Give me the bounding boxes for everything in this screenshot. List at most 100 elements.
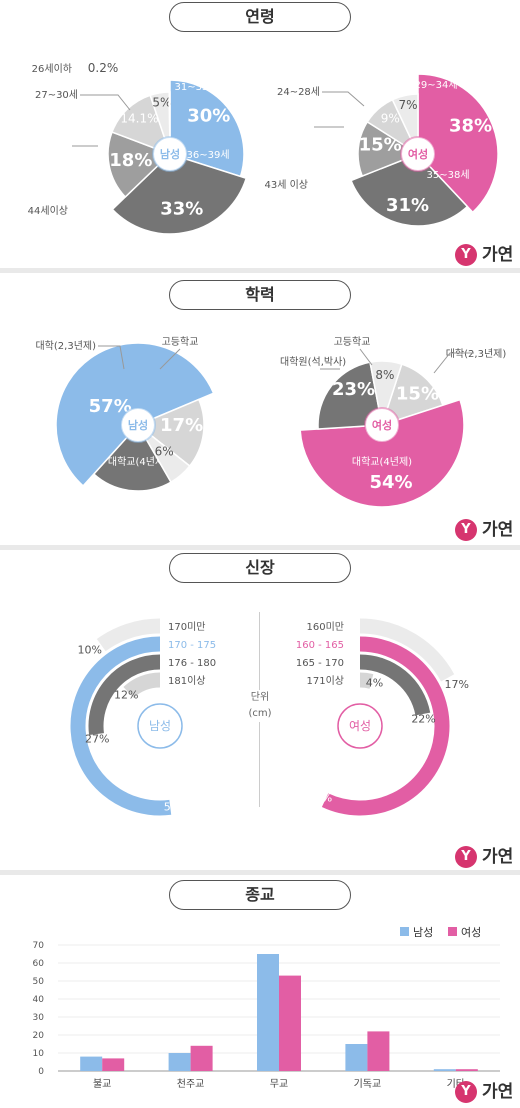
pie-slice <box>417 73 499 214</box>
y-tick-label: 30 <box>33 1013 45 1023</box>
radial-bar <box>359 672 374 689</box>
unit-label: 단위 (cm) <box>244 690 276 722</box>
center-circle <box>364 407 400 443</box>
bar <box>367 1031 390 1071</box>
pie-category-label: 27~30세 <box>35 89 78 101</box>
legend-swatch <box>400 927 409 936</box>
radial-bar <box>88 654 161 735</box>
center-gender-label: 남성 <box>160 147 180 161</box>
pie-category-label: 36~39세 <box>186 149 229 161</box>
gayeon-logo: Y 가연 <box>455 1080 520 1106</box>
pie-category-label: 대학원(석,박사) <box>280 356 346 368</box>
y-tick-label: 10 <box>33 1049 45 1059</box>
radial-bar <box>123 672 161 699</box>
pie-value-label: 15% <box>396 384 439 405</box>
y-tick-label: 0 <box>38 1067 44 1077</box>
center-circle <box>137 703 183 749</box>
pie-value-label: 18% <box>109 150 152 171</box>
center-circle <box>337 703 383 749</box>
pie-category-label: 31~35세 <box>174 81 217 93</box>
radial-value-label: 22% <box>411 712 435 725</box>
radial-category-label: 181이상 <box>168 675 206 687</box>
radial-category-label: 176 - 180 <box>168 658 216 669</box>
radial-category-label: 165 - 170 <box>296 658 344 669</box>
pie-category-label: 43세 이상 <box>264 179 308 191</box>
bar <box>257 954 279 1071</box>
pie-value-label: 14.1% <box>120 111 158 125</box>
radial-value-label: 10% <box>77 643 101 656</box>
pie-value-label: 23% <box>332 379 375 400</box>
radial-category-label: 170미만 <box>168 621 206 633</box>
radial-value-label: 17% <box>445 678 469 691</box>
pie-slice <box>350 153 469 227</box>
pie-category-label: 24~28세 <box>277 86 320 98</box>
bar <box>279 975 301 1071</box>
pie-value-label: 57% <box>89 396 132 417</box>
section-title-education: 학력 <box>169 280 351 310</box>
leader-line <box>98 345 125 370</box>
pie-value-label: 30% <box>187 106 230 127</box>
center-gender-label: 남성 <box>128 418 148 432</box>
center-circle <box>120 407 156 443</box>
radial-bar <box>96 618 161 652</box>
legend-swatch <box>448 927 457 936</box>
height-male-radial-chart: 10% 170미만 52% 170 - 175 27% 176 - 180 12% 181이상… <box>70 618 216 816</box>
section-divider <box>0 268 520 273</box>
radial-value-label: 27% <box>85 732 109 745</box>
gayeon-logo: Y 가연 <box>455 845 520 871</box>
pie-slice <box>299 398 465 508</box>
height-female-radial-chart: 17% 160미만 57% 160 - 165 22% 165 - 170 4% 171이상여… <box>296 618 469 816</box>
radial-bar <box>70 636 172 816</box>
pie-category-label: 대학(2,3년제) <box>446 348 507 360</box>
pie-slice <box>169 79 245 178</box>
legend-label: 남성 <box>413 926 433 939</box>
pie-value-label: 15% <box>359 134 402 155</box>
pie-value-label: 54% <box>369 472 412 493</box>
pie-category-label: 35~38세 <box>426 169 469 181</box>
center-gender-label: 여성 <box>408 147 428 161</box>
gayeon-logo: Y 가연 <box>455 243 520 269</box>
legend-label: 여성 <box>461 926 481 939</box>
center-gender-label: 여성 <box>349 719 371 733</box>
radial-bar <box>321 636 450 816</box>
bar <box>168 1053 191 1071</box>
radial-bar <box>359 618 455 682</box>
leader-line <box>159 348 181 370</box>
pie-slice <box>168 91 171 155</box>
leader-line <box>359 348 373 366</box>
pie-slice <box>357 120 420 178</box>
pie-slice <box>137 424 191 484</box>
x-tick-label: 기독교 <box>354 1078 382 1090</box>
education-male-pie-chart: 20%대학원(석,박사)57%대학교(4년제)17%대학(2,3년제)6%고등학… <box>35 336 215 492</box>
leader-line <box>322 91 365 107</box>
pie-slice <box>92 423 173 492</box>
center-gender-label: 남성 <box>149 719 171 733</box>
pie-value-label: 17% <box>160 415 203 436</box>
bar <box>102 1058 125 1071</box>
pie-value-label: 7% <box>398 98 417 112</box>
leader-line <box>433 352 474 374</box>
y-tick-label: 40 <box>33 995 45 1005</box>
radial-category-label: 160 - 165 <box>296 640 344 651</box>
pie-category-label: 고등학교 <box>162 336 199 348</box>
age-male-pie-chart: 30% 31~35세 33% 36~39세 18% 14.1% 44세이상 5% 27~30세 0… <box>28 61 248 235</box>
bar <box>190 1045 213 1071</box>
y-tick-label: 20 <box>33 1031 45 1041</box>
x-tick-label: 무교 <box>270 1079 288 1090</box>
center-gender-label: 여성 <box>372 418 392 432</box>
radial-category-label: 160미만 <box>307 621 345 633</box>
pie-value-label: 6% <box>155 444 174 458</box>
bar <box>433 1069 456 1071</box>
pie-category-label: 고등학교 <box>334 336 371 348</box>
radial-bar <box>359 654 431 716</box>
pie-value-label: 33% <box>160 199 203 220</box>
section-divider <box>0 545 520 550</box>
pie-value-label: 8% <box>375 368 394 382</box>
radial-value-label: 57% <box>308 792 332 805</box>
bar <box>345 1044 368 1071</box>
pie-value-label: 9% <box>381 111 400 125</box>
pie-category-label: 대학교(4년제) <box>352 456 412 468</box>
pie-category-label: 대학교(4년제) <box>108 456 168 468</box>
